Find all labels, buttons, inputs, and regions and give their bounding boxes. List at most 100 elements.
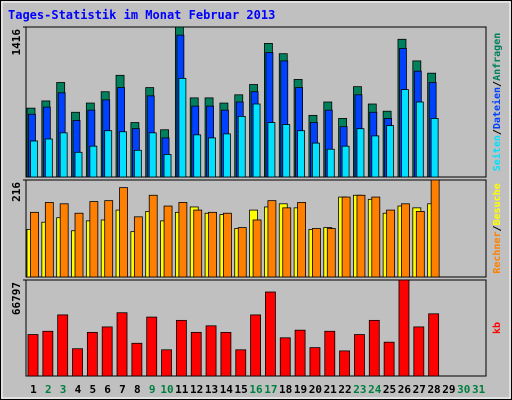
bar	[267, 122, 276, 178]
legend: Rechner/Besuche	[492, 183, 503, 273]
bar	[309, 347, 321, 377]
legend: Seiten/Dateien/Anfragen	[491, 33, 503, 172]
bar	[59, 203, 69, 278]
bar	[131, 342, 143, 377]
x-tick-label: 10	[160, 383, 173, 396]
bar	[86, 331, 98, 377]
bar	[430, 118, 439, 178]
bar	[193, 209, 203, 278]
bar	[89, 201, 99, 278]
bar	[44, 202, 54, 278]
legend-entry: Anfragen	[492, 33, 503, 81]
bar	[148, 132, 157, 178]
bar	[205, 325, 217, 377]
x-tick-label: 14	[220, 383, 234, 396]
bar	[282, 207, 292, 278]
x-tick-label: 20	[309, 383, 322, 396]
bar	[208, 211, 217, 278]
legend-separator: /	[492, 225, 503, 231]
bar	[250, 314, 261, 377]
bar	[415, 101, 424, 178]
bar	[74, 212, 84, 278]
y-tick-label: 66797	[10, 282, 23, 315]
x-tick-label: 26	[398, 383, 412, 396]
bar	[368, 319, 380, 377]
bar	[89, 145, 98, 178]
bar	[163, 205, 173, 278]
bar	[279, 337, 291, 377]
bar	[161, 349, 172, 377]
x-tick-label: 18	[279, 383, 292, 396]
bar	[413, 326, 425, 377]
bar	[430, 179, 440, 278]
bar	[415, 211, 425, 278]
x-tick-label: 17	[264, 383, 277, 396]
legend-entry: Rechner	[492, 232, 503, 274]
chart-title: Tages-Statistik im Monat Februar 2013	[8, 8, 275, 22]
legend-entry: Dateien	[491, 87, 503, 129]
x-tick-label: 24	[368, 383, 382, 396]
bar	[237, 116, 246, 178]
bar	[401, 203, 410, 278]
x-tick-label: 31	[472, 383, 486, 396]
bar	[133, 149, 142, 178]
bar	[146, 316, 158, 377]
bar	[163, 154, 172, 178]
x-tick-label: 22	[338, 383, 351, 396]
bar	[104, 130, 113, 178]
bar	[339, 350, 351, 377]
bar	[356, 194, 366, 278]
bar	[341, 196, 351, 278]
bar	[133, 216, 143, 278]
bar	[341, 145, 350, 178]
x-tick-label: 9	[149, 383, 156, 396]
x-tick-label: 25	[383, 383, 396, 396]
legend: kb	[492, 322, 503, 334]
x-tick-label: 1	[30, 383, 37, 396]
bar	[401, 89, 409, 178]
bar	[371, 196, 381, 278]
bar	[178, 202, 188, 278]
x-tick-label: 23	[353, 383, 366, 396]
bar	[57, 314, 69, 377]
bar	[72, 348, 83, 377]
bar	[386, 209, 396, 278]
x-tick-label: 16	[249, 383, 263, 396]
x-tick-label: 30	[457, 383, 470, 396]
legend-separator: /	[492, 129, 503, 135]
bar	[190, 331, 202, 377]
bar	[398, 279, 410, 377]
x-tick-label: 11	[175, 383, 189, 396]
bar	[101, 326, 113, 377]
bar	[44, 138, 53, 178]
bar	[30, 140, 38, 178]
y-tick-label: 216	[10, 182, 23, 202]
x-tick-label: 29	[442, 383, 455, 396]
legend-separator: /	[492, 81, 503, 87]
bar	[252, 103, 261, 178]
x-tick-label: 4	[75, 383, 82, 396]
x-tick-label: 13	[205, 383, 218, 396]
legend-entry: kb	[492, 322, 503, 334]
bar	[324, 330, 336, 377]
bar	[371, 135, 380, 178]
bar	[356, 128, 365, 178]
bar	[386, 125, 395, 178]
bar	[30, 211, 39, 278]
bar	[193, 134, 202, 178]
bar	[326, 228, 336, 278]
bar	[220, 331, 232, 377]
bar	[312, 142, 320, 178]
x-tick-label: 15	[235, 383, 248, 396]
bar	[148, 194, 158, 278]
bar	[116, 312, 128, 377]
x-tick-label: 6	[104, 383, 111, 396]
bar	[428, 313, 440, 377]
legend-entry: Seiten	[491, 135, 503, 171]
x-tick-label: 12	[190, 383, 203, 396]
bar	[297, 130, 305, 178]
bar	[297, 202, 306, 278]
bar	[27, 334, 39, 377]
bar	[383, 341, 395, 377]
